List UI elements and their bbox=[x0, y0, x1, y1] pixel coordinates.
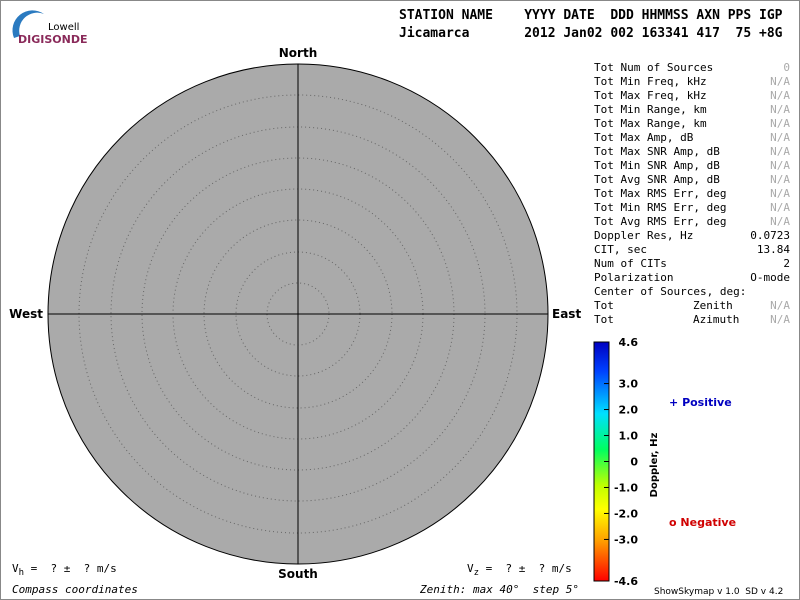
stat-label: Tot Avg SNR Amp, dB bbox=[594, 173, 720, 186]
stat-value: N/A bbox=[770, 173, 790, 186]
subscript: z bbox=[474, 568, 479, 578]
compass-label: East bbox=[552, 307, 581, 321]
legend-symbol: + bbox=[669, 396, 678, 409]
stat-label: Tot Max Freq, kHz bbox=[594, 89, 707, 102]
colorbar-tick-label: -3.0 bbox=[614, 533, 638, 546]
stat-label: CIT, sec bbox=[594, 243, 647, 256]
compass-label: North bbox=[279, 46, 317, 60]
stat-label: Tot Num of Sources bbox=[594, 61, 713, 74]
subscript: h bbox=[19, 568, 24, 578]
stat-label: Num of CITs bbox=[594, 257, 667, 270]
stat-value: N/A bbox=[770, 131, 790, 144]
stat-value: N/A bbox=[770, 215, 790, 228]
stat-label: Doppler Res, Hz bbox=[594, 229, 693, 242]
stat-value: N/A bbox=[770, 75, 790, 88]
stat-value: 13.84 bbox=[757, 243, 790, 256]
stat-value: 0 bbox=[783, 61, 790, 74]
colorbar-tick-label: 4.6 bbox=[619, 336, 639, 349]
logo-text: DIGISONDE bbox=[18, 33, 87, 46]
colorbar-tick-label: 2.0 bbox=[619, 404, 639, 417]
stat-label: Tot Min RMS Err, deg bbox=[594, 201, 726, 214]
legend-label: Negative bbox=[680, 516, 736, 529]
colorbar-tick-label: 0 bbox=[630, 456, 638, 469]
stat-sublabel: Zenith bbox=[693, 299, 733, 312]
stat-value: N/A bbox=[770, 117, 790, 130]
stat-value: N/A bbox=[770, 103, 790, 116]
stat-label: Tot Min SNR Amp, dB bbox=[594, 159, 720, 172]
coordinates-note: Compass coordinates bbox=[12, 583, 138, 596]
symbol: V bbox=[467, 562, 474, 575]
zenith-note: Zenith: max 40° step 5° bbox=[419, 583, 579, 596]
legend-item: o Negative bbox=[669, 516, 736, 529]
stat-value: N/A bbox=[770, 89, 790, 102]
stat-label: Tot Max Range, km bbox=[594, 117, 707, 130]
stat-label: Tot Avg RMS Err, deg bbox=[594, 215, 726, 228]
skymap-plot bbox=[47, 63, 549, 565]
header-values: Jicamarca 2012 Jan02 002 163341 417 75 +… bbox=[399, 26, 783, 41]
stat-value: N/A bbox=[770, 159, 790, 172]
legend-label: Positive bbox=[682, 396, 732, 409]
stat-value: N/A bbox=[770, 187, 790, 200]
stat-value: 0.0723 bbox=[750, 229, 790, 242]
stat-label: Polarization bbox=[594, 271, 673, 284]
logo-swoosh bbox=[12, 10, 44, 38]
compass-label: West bbox=[9, 307, 43, 321]
symbol: V bbox=[12, 562, 19, 575]
velocity-text: = ? ± ? m/s bbox=[479, 562, 572, 575]
stat-label: Center of Sources, deg: bbox=[594, 285, 746, 298]
stat-sublabel: Azimuth bbox=[693, 313, 739, 326]
colorbar-tick-label: -1.0 bbox=[614, 481, 638, 494]
stat-label: Tot Max SNR Amp, dB bbox=[594, 145, 720, 158]
velocity-z: Vz = ? ± ? m/s bbox=[467, 562, 572, 578]
logo-text: Lowell bbox=[48, 22, 79, 33]
header-columns: STATION NAME YYYY DATE DDD HHMMSS AXN PP… bbox=[399, 8, 783, 23]
colorbar-tick-label: 3.0 bbox=[619, 378, 639, 391]
version: ShowSkymap v 1.0 SD v 4.2 bbox=[654, 587, 783, 597]
legend-symbol: o bbox=[669, 516, 677, 529]
colorbar-tick-label: -2.0 bbox=[614, 507, 638, 520]
stat-value: N/A bbox=[770, 201, 790, 214]
colorbar-tick-label: -4.6 bbox=[614, 575, 638, 588]
stat-label: Tot Max RMS Err, deg bbox=[594, 187, 726, 200]
stat-value: N/A bbox=[770, 313, 790, 326]
stat-label: Tot bbox=[594, 313, 614, 326]
colorbar-tick-label: 1.0 bbox=[619, 430, 639, 443]
velocity-h: Vh = ? ± ? m/s bbox=[12, 562, 117, 578]
velocity-text: = ? ± ? m/s bbox=[24, 562, 117, 575]
compass-label: South bbox=[278, 567, 318, 581]
legend-item: + Positive bbox=[669, 396, 732, 409]
stat-value: N/A bbox=[770, 299, 790, 312]
stat-value: N/A bbox=[770, 145, 790, 158]
colorbar-title: Doppler, Hz bbox=[649, 433, 660, 498]
stat-value: O-mode bbox=[750, 271, 790, 284]
stat-label: Tot bbox=[594, 299, 614, 312]
stat-value: 2 bbox=[783, 257, 790, 270]
stat-label: Tot Min Range, km bbox=[594, 103, 707, 116]
stat-label: Tot Max Amp, dB bbox=[594, 131, 694, 144]
stat-label: Tot Min Freq, kHz bbox=[594, 75, 707, 88]
